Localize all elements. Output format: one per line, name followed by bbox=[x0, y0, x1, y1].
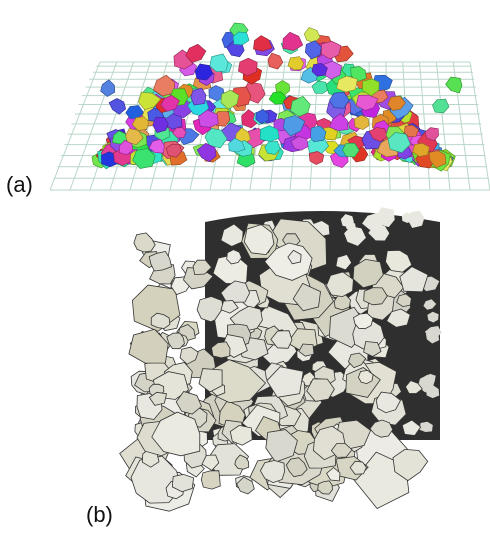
panel-label: (a) bbox=[6, 172, 33, 197]
particle bbox=[253, 36, 271, 52]
particle-heap bbox=[92, 23, 462, 171]
grid-line bbox=[470, 62, 490, 190]
grain bbox=[134, 233, 155, 252]
grid-line bbox=[420, 62, 430, 190]
particle bbox=[191, 88, 206, 105]
particle bbox=[109, 99, 126, 115]
particle bbox=[268, 53, 283, 69]
particle bbox=[101, 80, 115, 97]
grid-line bbox=[50, 62, 100, 190]
particle bbox=[354, 115, 369, 129]
figure: (a) (b) bbox=[0, 0, 490, 529]
grid-line bbox=[90, 62, 134, 190]
grain bbox=[201, 471, 220, 489]
particle bbox=[433, 99, 450, 113]
panel-label: (b) bbox=[86, 502, 113, 527]
particle bbox=[283, 32, 303, 50]
